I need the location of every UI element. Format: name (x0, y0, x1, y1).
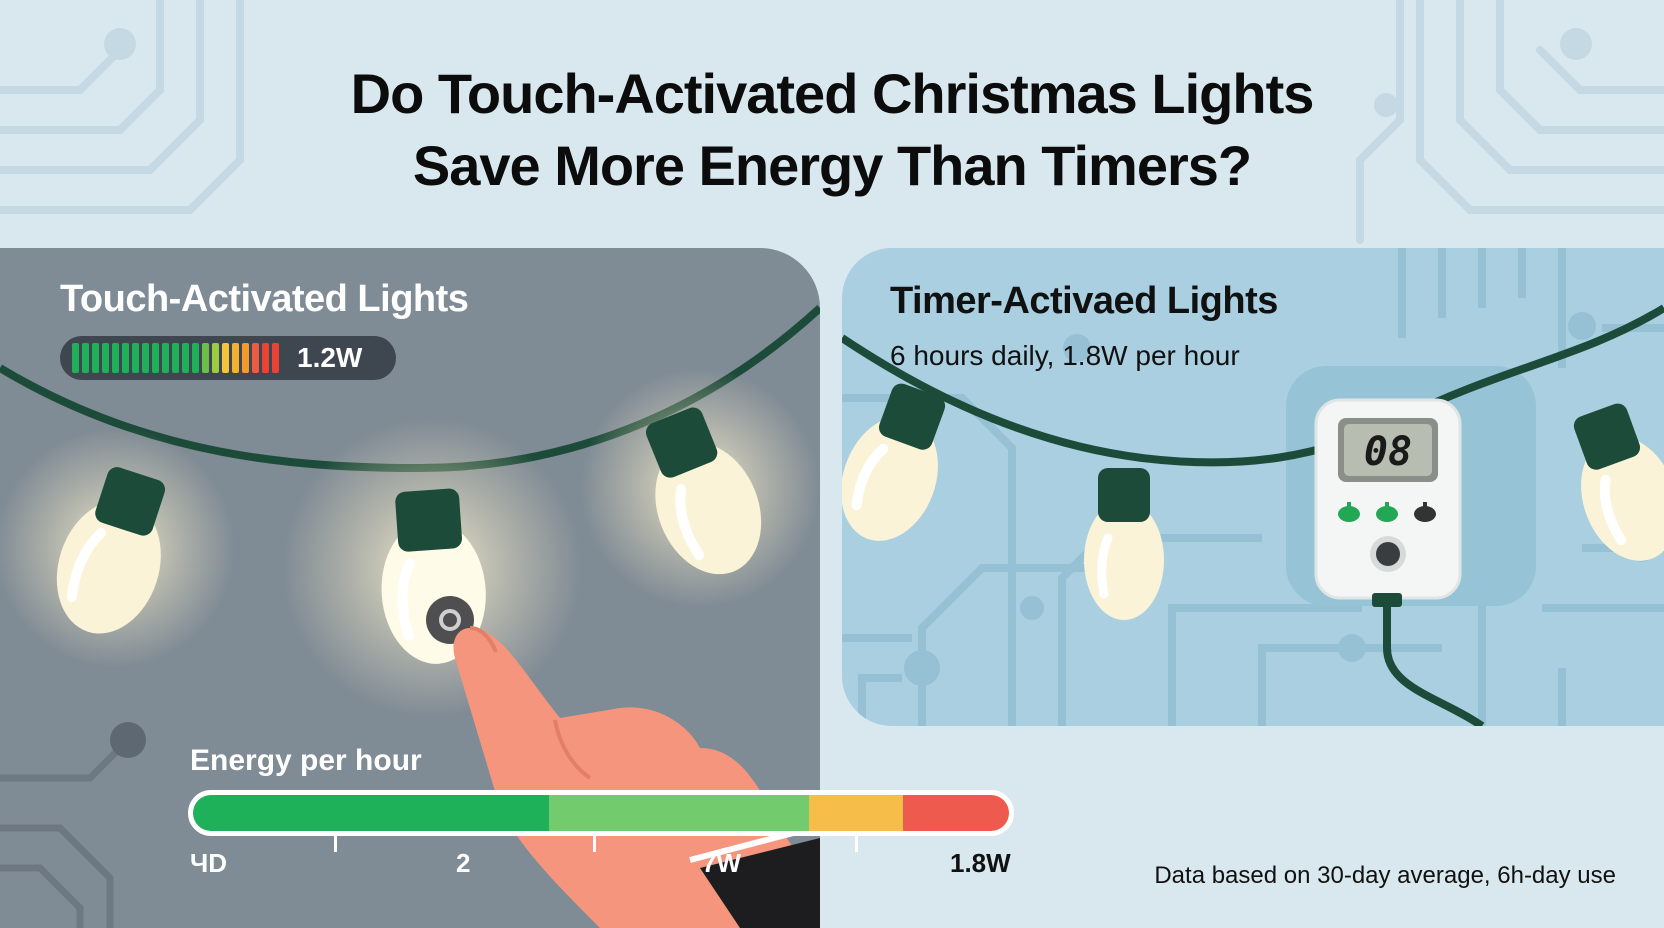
energy-scale-tick (334, 836, 337, 852)
power-meter-segment (92, 343, 99, 373)
light-bulb-icon (1573, 403, 1664, 561)
energy-scale-tick (855, 836, 858, 852)
power-meter-segment (262, 343, 269, 373)
power-meter-segment (172, 343, 179, 373)
power-meter-value: 1.2W (297, 342, 363, 373)
power-meter-segment (192, 343, 199, 373)
timer-lights-heading: Timer-Activaed Lights (890, 280, 1278, 322)
energy-segment-high (809, 795, 903, 831)
touch-lights-panel (0, 248, 820, 928)
title-line-1: Do Touch-Activated Christmas Lights (350, 62, 1315, 125)
energy-scale-label: Energy per hour (190, 744, 422, 777)
leaf-icon (1376, 502, 1398, 522)
energy-segment-mid (549, 795, 809, 831)
power-meter-segment (162, 343, 169, 373)
power-meter-segment (142, 343, 149, 373)
leaf-icon (1338, 502, 1360, 522)
light-bulb-icon (842, 383, 946, 541)
timer-display-value: 08 (1364, 429, 1412, 475)
energy-segment-max (903, 795, 1009, 831)
power-meter-segment (232, 343, 239, 373)
circuit-node-icon (110, 722, 146, 758)
power-meter-segment (272, 343, 279, 373)
power-meter-segment (152, 343, 159, 373)
data-footnote: Data based on 30-day average, 6h-day use (1154, 862, 1616, 889)
plug-icon (1414, 502, 1436, 522)
power-meter-segment (202, 343, 209, 373)
power-meter-segment (72, 343, 79, 373)
energy-tick-label: 7W (702, 848, 741, 878)
energy-tick-label: 1.8W (950, 848, 1011, 878)
energy-tick-label: 2 (456, 848, 471, 878)
light-bulb-icon (56, 467, 166, 634)
touch-lights-heading: Touch-Activated Lights (60, 278, 469, 320)
energy-scale-tick (593, 836, 596, 852)
energy-tick-label: ЧD (190, 848, 228, 878)
power-meter-segment (102, 343, 109, 373)
light-bulb-icon (645, 407, 762, 575)
power-meter-bar (72, 343, 279, 373)
page-title: Do Touch-Activated Christmas Lights Save… (0, 58, 1664, 202)
power-meter: 1.2W (60, 336, 396, 380)
power-meter-segment (132, 343, 139, 373)
power-meter-segment (212, 343, 219, 373)
timer-button[interactable] (1370, 536, 1406, 572)
power-meter-segment (82, 343, 89, 373)
energy-segment-low (193, 795, 549, 831)
timer-device-icon (1314, 398, 1462, 607)
timer-lights-subtitle: 6 hours daily, 1.8W per hour (890, 340, 1240, 371)
power-meter-segment (242, 343, 249, 373)
timer-lights-illustration: 08 (842, 248, 1664, 726)
light-bulb-icon (1084, 468, 1164, 620)
touch-lights-illustration (0, 305, 820, 928)
title-line-2: Save More Energy Than Timers? (412, 134, 1252, 197)
power-meter-segment (252, 343, 259, 373)
pointing-hand-icon (453, 626, 820, 928)
energy-scale-bar (188, 790, 1014, 836)
power-meter-segment (182, 343, 189, 373)
power-meter-segment (112, 343, 119, 373)
power-meter-segment (222, 343, 229, 373)
power-meter-segment (122, 343, 129, 373)
timer-lights-panel: 08 (842, 248, 1664, 726)
